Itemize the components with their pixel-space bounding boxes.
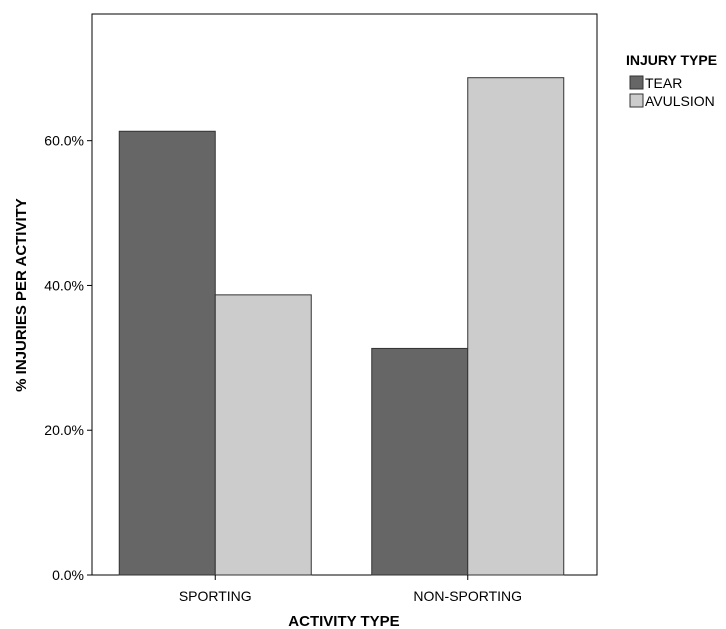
x-tick-label: NON-SPORTING — [413, 588, 522, 604]
y-tick-label: 60.0% — [44, 133, 84, 149]
bar-avulsion-sporting — [214, 294, 312, 576]
x-tick-label: SPORTING — [179, 588, 252, 604]
bar-tear-non-sporting — [371, 347, 469, 576]
legend-title: INJURY TYPE — [626, 52, 717, 68]
y-tick-label: 40.0% — [44, 277, 84, 293]
bar-tear-sporting — [118, 130, 216, 576]
legend: INJURY TYPE TEAR AVULSION — [626, 52, 717, 109]
legend-swatch-avulsion — [629, 93, 644, 108]
bars-group — [118, 77, 565, 576]
y-axis-title: % INJURIES PER ACTIVITY — [13, 198, 30, 392]
legend-swatch-tear — [629, 75, 644, 90]
legend-label-tear: TEAR — [645, 75, 682, 91]
y-tick-label: 0.0% — [52, 567, 84, 583]
legend-label-avulsion: AVULSION — [645, 93, 715, 109]
x-axis: SPORTING NON-SPORTING — [179, 575, 522, 604]
x-axis-title: ACTIVITY TYPE — [288, 613, 399, 629]
y-axis: 0.0% 20.0% 40.0% 60.0% — [44, 133, 92, 583]
y-tick-label: 20.0% — [44, 422, 84, 438]
bar-avulsion-non-sporting — [467, 77, 565, 576]
